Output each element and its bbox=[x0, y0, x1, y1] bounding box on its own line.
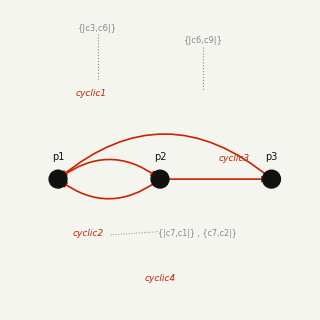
Text: cyclic1: cyclic1 bbox=[76, 89, 107, 98]
Circle shape bbox=[49, 170, 67, 188]
Text: cyclic3: cyclic3 bbox=[219, 154, 250, 163]
Text: p1: p1 bbox=[52, 152, 64, 162]
Text: {|c3,c6|}: {|c3,c6|} bbox=[78, 24, 117, 33]
Circle shape bbox=[263, 170, 280, 188]
Text: {|c7,c1|} , {c7,c2|}: {|c7,c1|} , {c7,c2|} bbox=[158, 228, 237, 237]
Text: cyclic2: cyclic2 bbox=[73, 228, 104, 237]
Text: cyclic4: cyclic4 bbox=[144, 274, 176, 283]
Circle shape bbox=[151, 170, 169, 188]
Text: p2: p2 bbox=[154, 152, 166, 162]
Text: p3: p3 bbox=[265, 152, 278, 162]
Text: {|c6,c9|}: {|c6,c9|} bbox=[183, 36, 222, 45]
